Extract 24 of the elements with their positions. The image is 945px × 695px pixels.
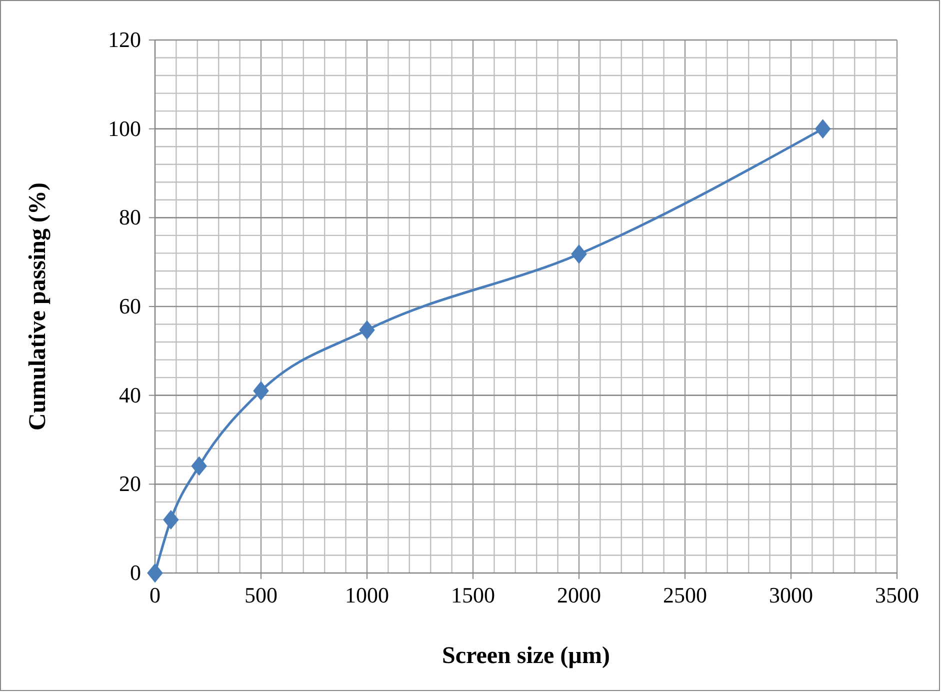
x-tick-label: 3000 — [769, 582, 813, 608]
x-tick-label: 1500 — [451, 582, 495, 608]
y-tick-label: 60 — [119, 294, 141, 319]
x-tick-label: 1000 — [345, 582, 389, 608]
x-tick-label: 0 — [150, 582, 160, 608]
point — [191, 456, 207, 476]
y-tick-label: 40 — [119, 382, 141, 408]
point — [571, 244, 587, 264]
x-tick-label: 2000 — [557, 582, 601, 608]
y-tick-label: 80 — [119, 204, 141, 230]
x-tick-label: 2500 — [663, 582, 707, 608]
y-tick-label: 120 — [108, 27, 141, 52]
point — [359, 320, 375, 340]
y-tick-label: 0 — [130, 560, 141, 586]
point — [253, 381, 269, 401]
y-axis-title: Cumulative passing (%) — [25, 182, 51, 431]
point — [814, 119, 831, 139]
x-axis-title: Screen size (µm) — [442, 643, 610, 669]
x-tick-label: 500 — [244, 582, 278, 608]
y-tick-label: 20 — [119, 471, 141, 496]
point — [147, 563, 163, 583]
x-tick-label: 3500 — [875, 582, 919, 608]
y-tick-label: 100 — [108, 116, 141, 141]
point — [163, 510, 179, 530]
